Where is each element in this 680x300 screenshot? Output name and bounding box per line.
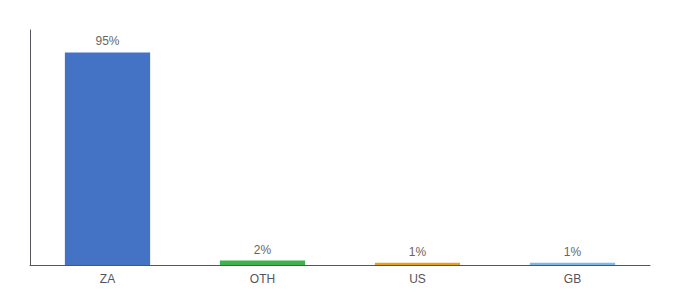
- svg-text:95%: 95%: [95, 34, 119, 48]
- svg-text:1%: 1%: [409, 245, 427, 259]
- svg-text:GB: GB: [564, 272, 581, 286]
- svg-text:ZA: ZA: [100, 272, 115, 286]
- svg-text:2%: 2%: [254, 243, 272, 257]
- svg-text:1%: 1%: [564, 245, 582, 259]
- svg-text:OTH: OTH: [250, 272, 275, 286]
- svg-text:US: US: [409, 272, 426, 286]
